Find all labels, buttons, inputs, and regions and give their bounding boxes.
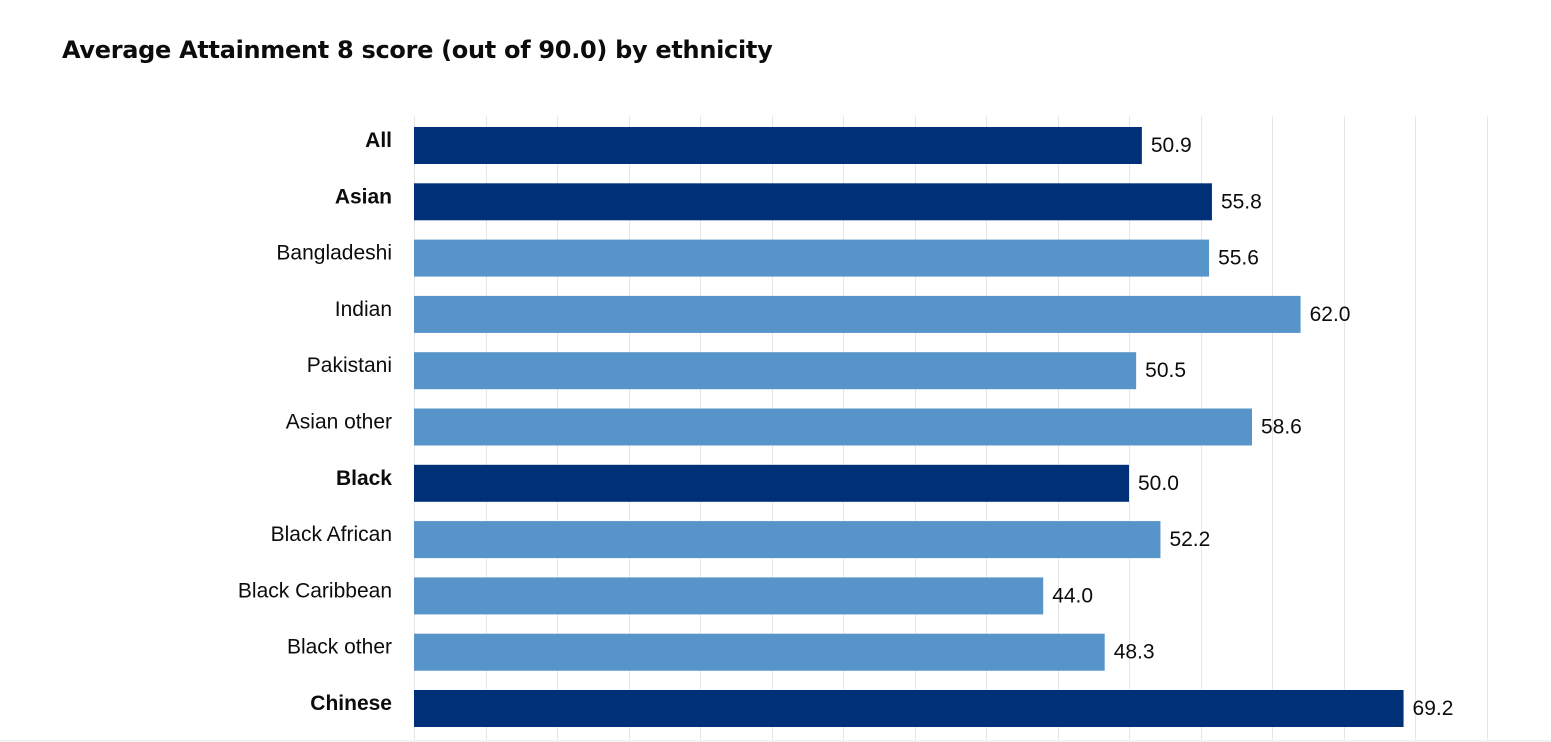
bar-indian[interactable]	[414, 295, 1301, 333]
category-label-asian-other: Asian other	[286, 411, 392, 434]
bars	[414, 127, 1404, 727]
value-label-pakistani: 50.5	[1145, 359, 1186, 382]
value-label-asian: 55.8	[1221, 190, 1262, 213]
chart-title: Average Attainment 8 score (out of 90.0)…	[62, 36, 773, 64]
bar-black[interactable]	[414, 464, 1129, 502]
bar-black-other[interactable]	[414, 633, 1105, 671]
bar-asian-other[interactable]	[414, 408, 1252, 446]
category-label-all: All	[365, 129, 392, 152]
value-label-bangladeshi: 55.6	[1218, 247, 1259, 270]
category-label-bangladeshi: Bangladeshi	[276, 242, 392, 265]
bar-black-african[interactable]	[414, 521, 1161, 559]
value-labels: 50.9 55.8 55.6 62.0 50.5 58.6 50.0 52.2 44.0 48.3…	[1052, 134, 1453, 720]
value-label-indian: 62.0	[1310, 303, 1351, 326]
category-labels: All Asian Bangladeshi Indian Pakistani Asian …	[238, 129, 392, 715]
category-label-asian: Asian	[335, 185, 392, 208]
value-label-black-caribbean: 44.0	[1052, 584, 1093, 607]
category-label-black-caribbean: Black Caribbean	[238, 579, 392, 602]
category-label-chinese: Chinese	[310, 692, 392, 715]
value-label-black-other: 48.3	[1114, 641, 1155, 664]
value-label-chinese: 69.2	[1413, 697, 1454, 720]
bar-all[interactable]	[414, 127, 1142, 164]
value-label-black-african: 52.2	[1169, 528, 1210, 551]
bar-chinese[interactable]	[414, 690, 1404, 727]
category-label-black-other: Black other	[287, 636, 392, 659]
category-label-black: Black	[336, 467, 392, 490]
bar-pakistani[interactable]	[414, 352, 1137, 390]
category-label-black-african: Black African	[271, 523, 392, 546]
value-label-black: 50.0	[1138, 472, 1179, 495]
bar-bangladeshi[interactable]	[414, 239, 1210, 277]
bar-black-caribbean[interactable]	[414, 577, 1044, 615]
category-label-indian: Indian	[335, 298, 392, 321]
bar-asian[interactable]	[414, 183, 1212, 221]
value-label-all: 50.9	[1151, 134, 1192, 157]
bottom-divider	[0, 740, 1551, 742]
category-label-pakistani: Pakistani	[307, 354, 392, 377]
value-label-asian-other: 58.6	[1261, 416, 1302, 439]
